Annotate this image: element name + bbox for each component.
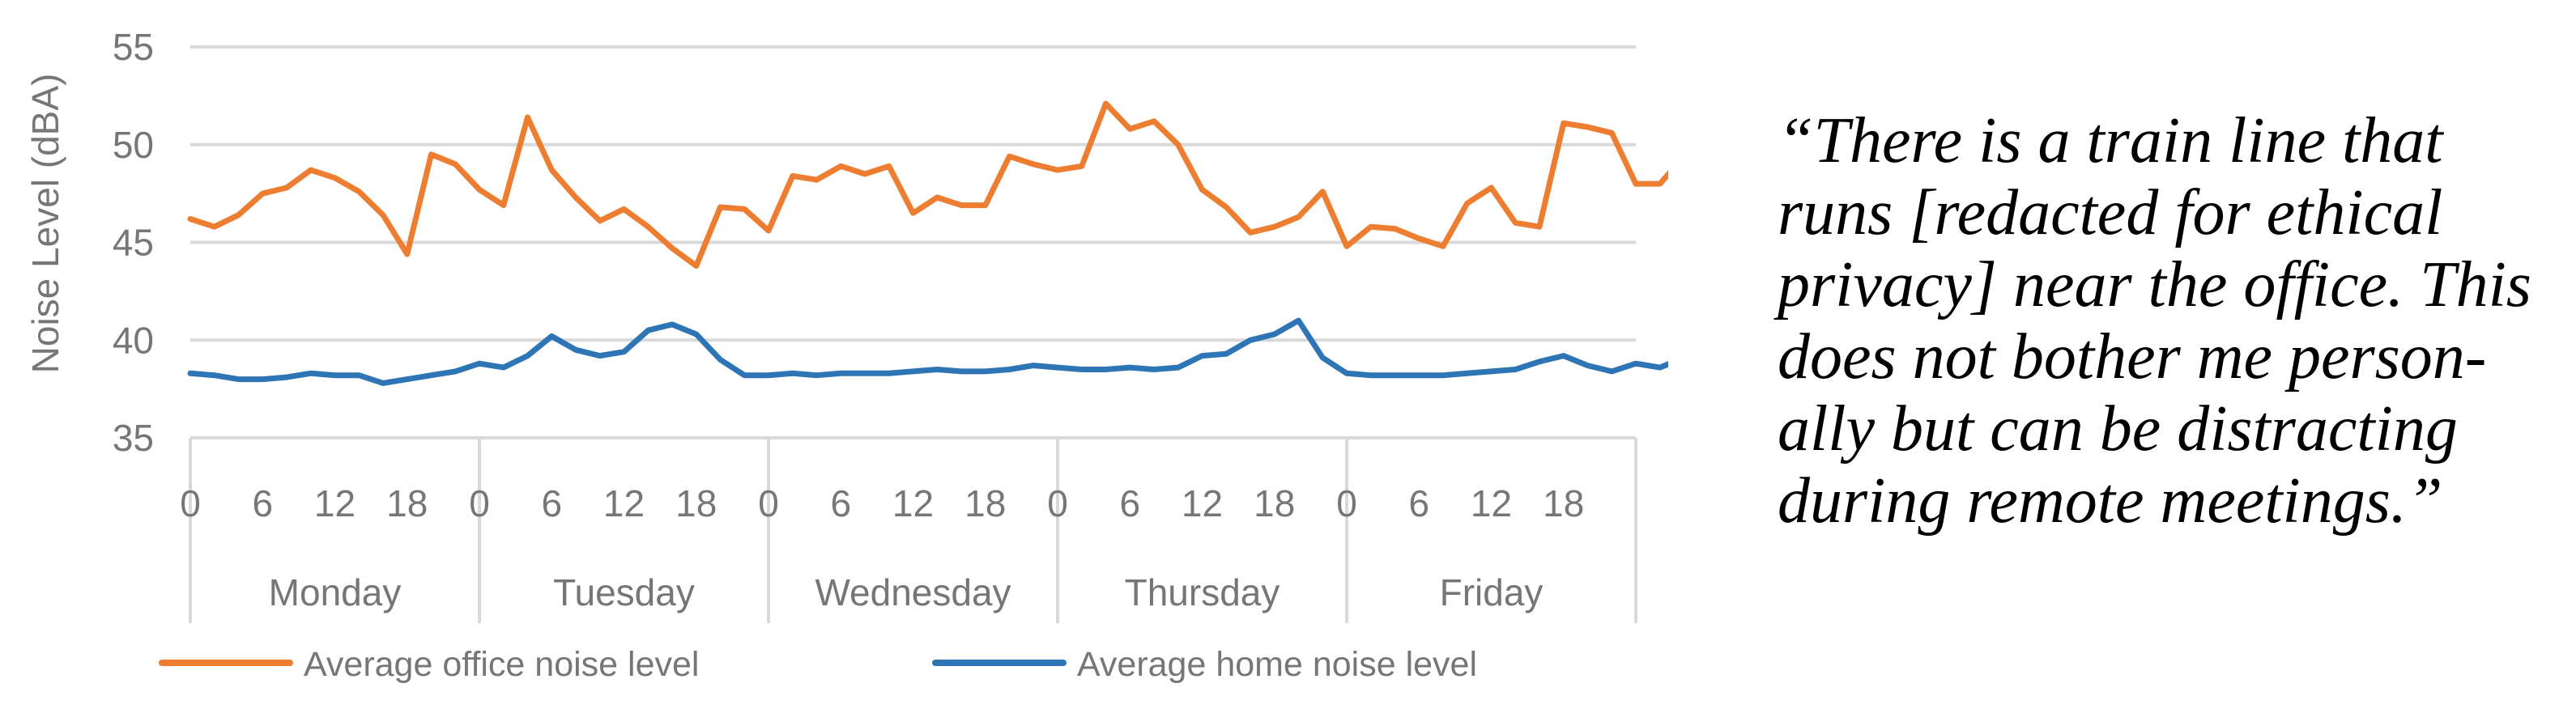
day-label: Monday xyxy=(269,571,402,613)
quote-line: during remote meetings.” xyxy=(1778,465,2443,537)
x-tick-label: 0 xyxy=(758,482,779,524)
y-tick-label: 35 xyxy=(113,417,154,459)
y-tick-label: 50 xyxy=(113,124,154,166)
gridlines xyxy=(190,45,1636,342)
x-tick-label: 12 xyxy=(1471,482,1512,524)
x-tick-label: 6 xyxy=(1119,482,1140,524)
noise-level-chart: 35 40 45 50 55 Noise Level (dBA) 0 6 12 18 Monda… xyxy=(24,26,1668,684)
x-tick-label: 6 xyxy=(830,482,851,524)
y-tick-label: 40 xyxy=(113,319,154,361)
quote-line: runs [redacted for ethical xyxy=(1778,177,2443,248)
x-tick-label: 6 xyxy=(541,482,562,524)
x-axis: 0 6 12 18 Monday 0 6 12 18 Tuesday 0 6 12 18 Wednesday… xyxy=(180,436,1637,623)
x-tick-label: 12 xyxy=(892,482,934,524)
legend-label-office: Average office noise level xyxy=(304,645,699,684)
y-tick-labels: 35 40 45 50 55 xyxy=(113,26,154,459)
x-tick-label: 0 xyxy=(180,482,201,524)
x-tick-label: 12 xyxy=(314,482,356,524)
legend-label-home: Average home noise level xyxy=(1077,645,1477,684)
x-tick-label: 18 xyxy=(1254,482,1295,524)
day-label: Wednesday xyxy=(815,571,1011,613)
home-noise-line xyxy=(187,317,1668,386)
x-tick-label: 6 xyxy=(1408,482,1429,524)
x-tick-label: 18 xyxy=(386,482,428,524)
x-tick-label: 18 xyxy=(675,482,717,524)
quote-line: privacy] near the office. This xyxy=(1778,249,2531,320)
x-tick-label: 12 xyxy=(1182,482,1223,524)
x-tick-label: 6 xyxy=(252,482,273,524)
quote-line: “There is a train line that xyxy=(1778,105,2443,176)
quote-line: ally but can be distracting xyxy=(1778,393,2458,465)
x-tick-label: 18 xyxy=(1543,482,1584,524)
quote-line: does not bother me person- xyxy=(1778,321,2487,393)
day-label: Thursday xyxy=(1125,571,1280,613)
day-label: Friday xyxy=(1440,571,1543,613)
office-noise-line xyxy=(187,100,1668,269)
y-tick-label: 55 xyxy=(113,26,154,68)
x-tick-label: 18 xyxy=(964,482,1006,524)
y-tick-label: 45 xyxy=(113,222,154,264)
x-tick-label: 0 xyxy=(1047,482,1068,524)
x-tick-label: 0 xyxy=(1336,482,1357,524)
y-axis-label: Noise Level (dBA) xyxy=(24,74,66,374)
day-label: Tuesday xyxy=(553,571,695,613)
legend: Average office noise level Average home … xyxy=(159,645,1477,684)
data-series xyxy=(187,100,1668,386)
x-tick-label: 0 xyxy=(469,482,490,524)
participant-quote: “There is a train line that runs [redact… xyxy=(1778,105,2555,537)
x-tick-label: 12 xyxy=(603,482,645,524)
